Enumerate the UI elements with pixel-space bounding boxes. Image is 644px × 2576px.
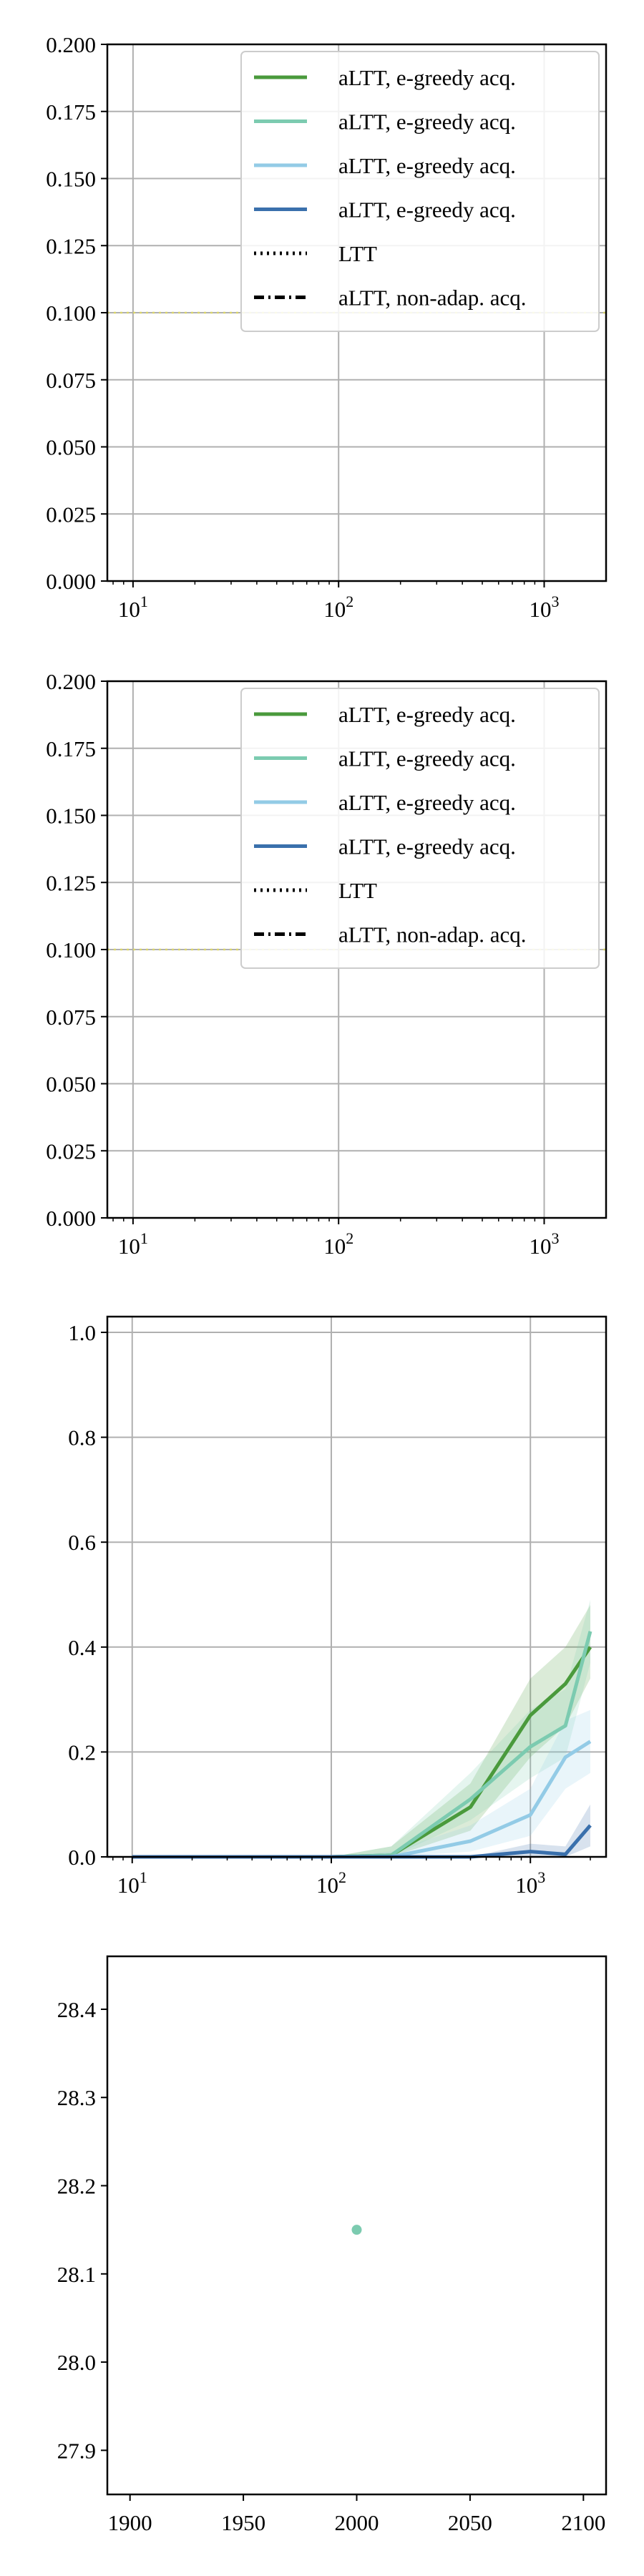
y-tick-label: 0.100 [46, 301, 96, 326]
y-tick-label: 0.2 [68, 1740, 96, 1765]
legend-label-2: aLTT, e-greedy acq. [338, 746, 516, 771]
y-tick-label: 0.125 [46, 233, 96, 258]
y-tick-label: 28.1 [57, 2262, 96, 2287]
legend-box [240, 51, 600, 332]
legend-box [240, 688, 600, 969]
x-tick-label: 101 [118, 1229, 148, 1259]
x-tick-label: 103 [530, 592, 560, 622]
legend-label-5: LTT [338, 241, 377, 266]
axes-frame [106, 1315, 608, 1858]
legend-label-5: LTT [338, 878, 377, 903]
x-tick-label: 102 [323, 592, 353, 622]
y-tick-label: 1.0 [68, 1320, 96, 1345]
legend-label-2: aLTT, e-greedy acq. [338, 109, 516, 135]
x-tick-label: 101 [118, 592, 148, 622]
y-tick-label: 0.075 [46, 1005, 96, 1030]
y-tick-label: 0.6 [68, 1530, 96, 1555]
legend-label-3: aLTT, e-greedy acq. [338, 153, 516, 178]
legend-label-6: aLTT, non-adap. acq. [338, 922, 527, 947]
chart-2: 0.000 0.025 0.050 0.075 0.100 0.125 0.150 0.175… [46, 669, 608, 1259]
x-tick-label: 2100 [561, 2510, 605, 2535]
x-tick-label: 102 [323, 1229, 353, 1259]
y-tick-label: 0.000 [46, 1206, 96, 1231]
x-tick-label: 1900 [108, 2510, 152, 2535]
chart-4: 27.9 28.0 28.1 28.2 28.3 28.4 1900 1950 2000 2050… [57, 1955, 608, 2535]
x-tick-label: 2050 [448, 2510, 492, 2535]
y-tick-label: 0.175 [46, 736, 96, 761]
y-tick-label: 0.200 [46, 669, 96, 694]
legend-label-3: aLTT, e-greedy acq. [338, 790, 516, 815]
x-tick-label: 102 [316, 1868, 346, 1898]
y-tick-label: 0.8 [68, 1425, 96, 1450]
y-tick-label: 0.150 [46, 804, 96, 829]
x-tick-label: 2000 [335, 2510, 379, 2535]
x-tick-label: 103 [515, 1868, 545, 1898]
y-tick-label: 0.175 [46, 99, 96, 125]
legend-label-6: aLTT, non-adap. acq. [338, 286, 527, 311]
y-tick-label: 28.3 [57, 2085, 96, 2110]
y-tick-label: 0.200 [46, 32, 96, 57]
y-tick-label: 0.0 [68, 1845, 96, 1870]
y-tick-label: 0.150 [46, 167, 96, 192]
y-tick-label: 28.0 [57, 2350, 96, 2375]
y-tick-label: 0.4 [68, 1635, 96, 1660]
y-tick-label: 27.9 [57, 2438, 96, 2463]
chart-3: 0.0 0.2 0.4 0.6 0.8 1.0 101 102 103 [68, 1315, 608, 1898]
y-tick-label: 0.000 [46, 569, 96, 594]
legend-label-1: aLTT, e-greedy acq. [338, 702, 516, 727]
y-tick-label: 0.050 [46, 435, 96, 460]
y-tick-label: 0.025 [46, 502, 96, 527]
x-tick-label: 101 [117, 1868, 147, 1898]
x-tick-label: 1950 [221, 2510, 265, 2535]
y-tick-label: 0.025 [46, 1138, 96, 1163]
chart-1: 0.000 0.025 0.050 0.075 0.100 0.125 0.150 0.175… [46, 32, 608, 622]
y-tick-label: 0.100 [46, 937, 96, 962]
y-tick-label: 0.125 [46, 870, 96, 895]
legend-label-4: aLTT, e-greedy acq. [338, 834, 516, 859]
x-tick-label: 103 [530, 1229, 560, 1259]
y-tick-label: 28.2 [57, 2174, 96, 2199]
data-point-1 [351, 2225, 362, 2235]
legend-label-1: aLTT, e-greedy acq. [338, 65, 516, 90]
legend-label-4: aLTT, e-greedy acq. [338, 197, 516, 223]
y-tick-label: 0.050 [46, 1072, 96, 1097]
y-tick-label: 28.4 [57, 1997, 97, 2022]
y-tick-label: 0.075 [46, 368, 96, 393]
